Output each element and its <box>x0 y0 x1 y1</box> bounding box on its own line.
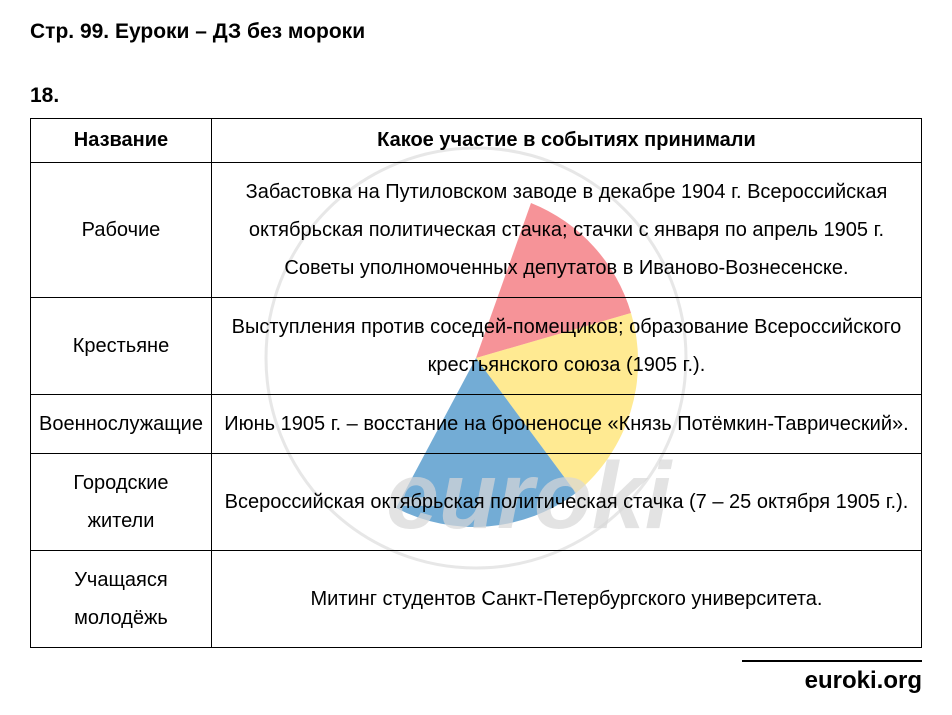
cell-group-name: Городские жители <box>31 454 212 551</box>
table-row: Крестьяне Выступления против соседей-пом… <box>31 298 922 395</box>
table-row: Городские жители Всероссийская октябрьск… <box>31 454 922 551</box>
cell-group-name: Учащаяся молодёжь <box>31 551 212 648</box>
cell-participation: Митинг студентов Санкт-Петербургского ун… <box>211 551 921 648</box>
table-row: Рабочие Забастовка на Путиловском заводе… <box>31 163 922 298</box>
exercise-number: 18. <box>30 84 922 108</box>
table-row: Военнослужащие Июнь 1905 г. – восстание … <box>31 395 922 454</box>
cell-participation: Июнь 1905 г. – восстание на броненосце «… <box>211 395 921 454</box>
footer-link: euroki.org <box>742 660 922 695</box>
column-header-name: Название <box>31 119 212 163</box>
cell-group-name: Военнослужащие <box>31 395 212 454</box>
table-row: Учащаяся молодёжь Митинг студентов Санкт… <box>31 551 922 648</box>
cell-participation: Забастовка на Путиловском заводе в декаб… <box>211 163 921 298</box>
page-title: Стр. 99. Еуроки – ДЗ без мороки <box>30 20 922 44</box>
page-content: Стр. 99. Еуроки – ДЗ без мороки 18. Назв… <box>30 20 922 648</box>
column-header-participation: Какое участие в событиях принимали <box>211 119 921 163</box>
cell-group-name: Рабочие <box>31 163 212 298</box>
cell-group-name: Крестьяне <box>31 298 212 395</box>
cell-participation: Выступления против соседей-помещиков; об… <box>211 298 921 395</box>
cell-participation: Всероссийская октябрьская политическая с… <box>211 454 921 551</box>
events-table: Название Какое участие в событиях приним… <box>30 118 922 648</box>
table-header-row: Название Какое участие в событиях приним… <box>31 119 922 163</box>
